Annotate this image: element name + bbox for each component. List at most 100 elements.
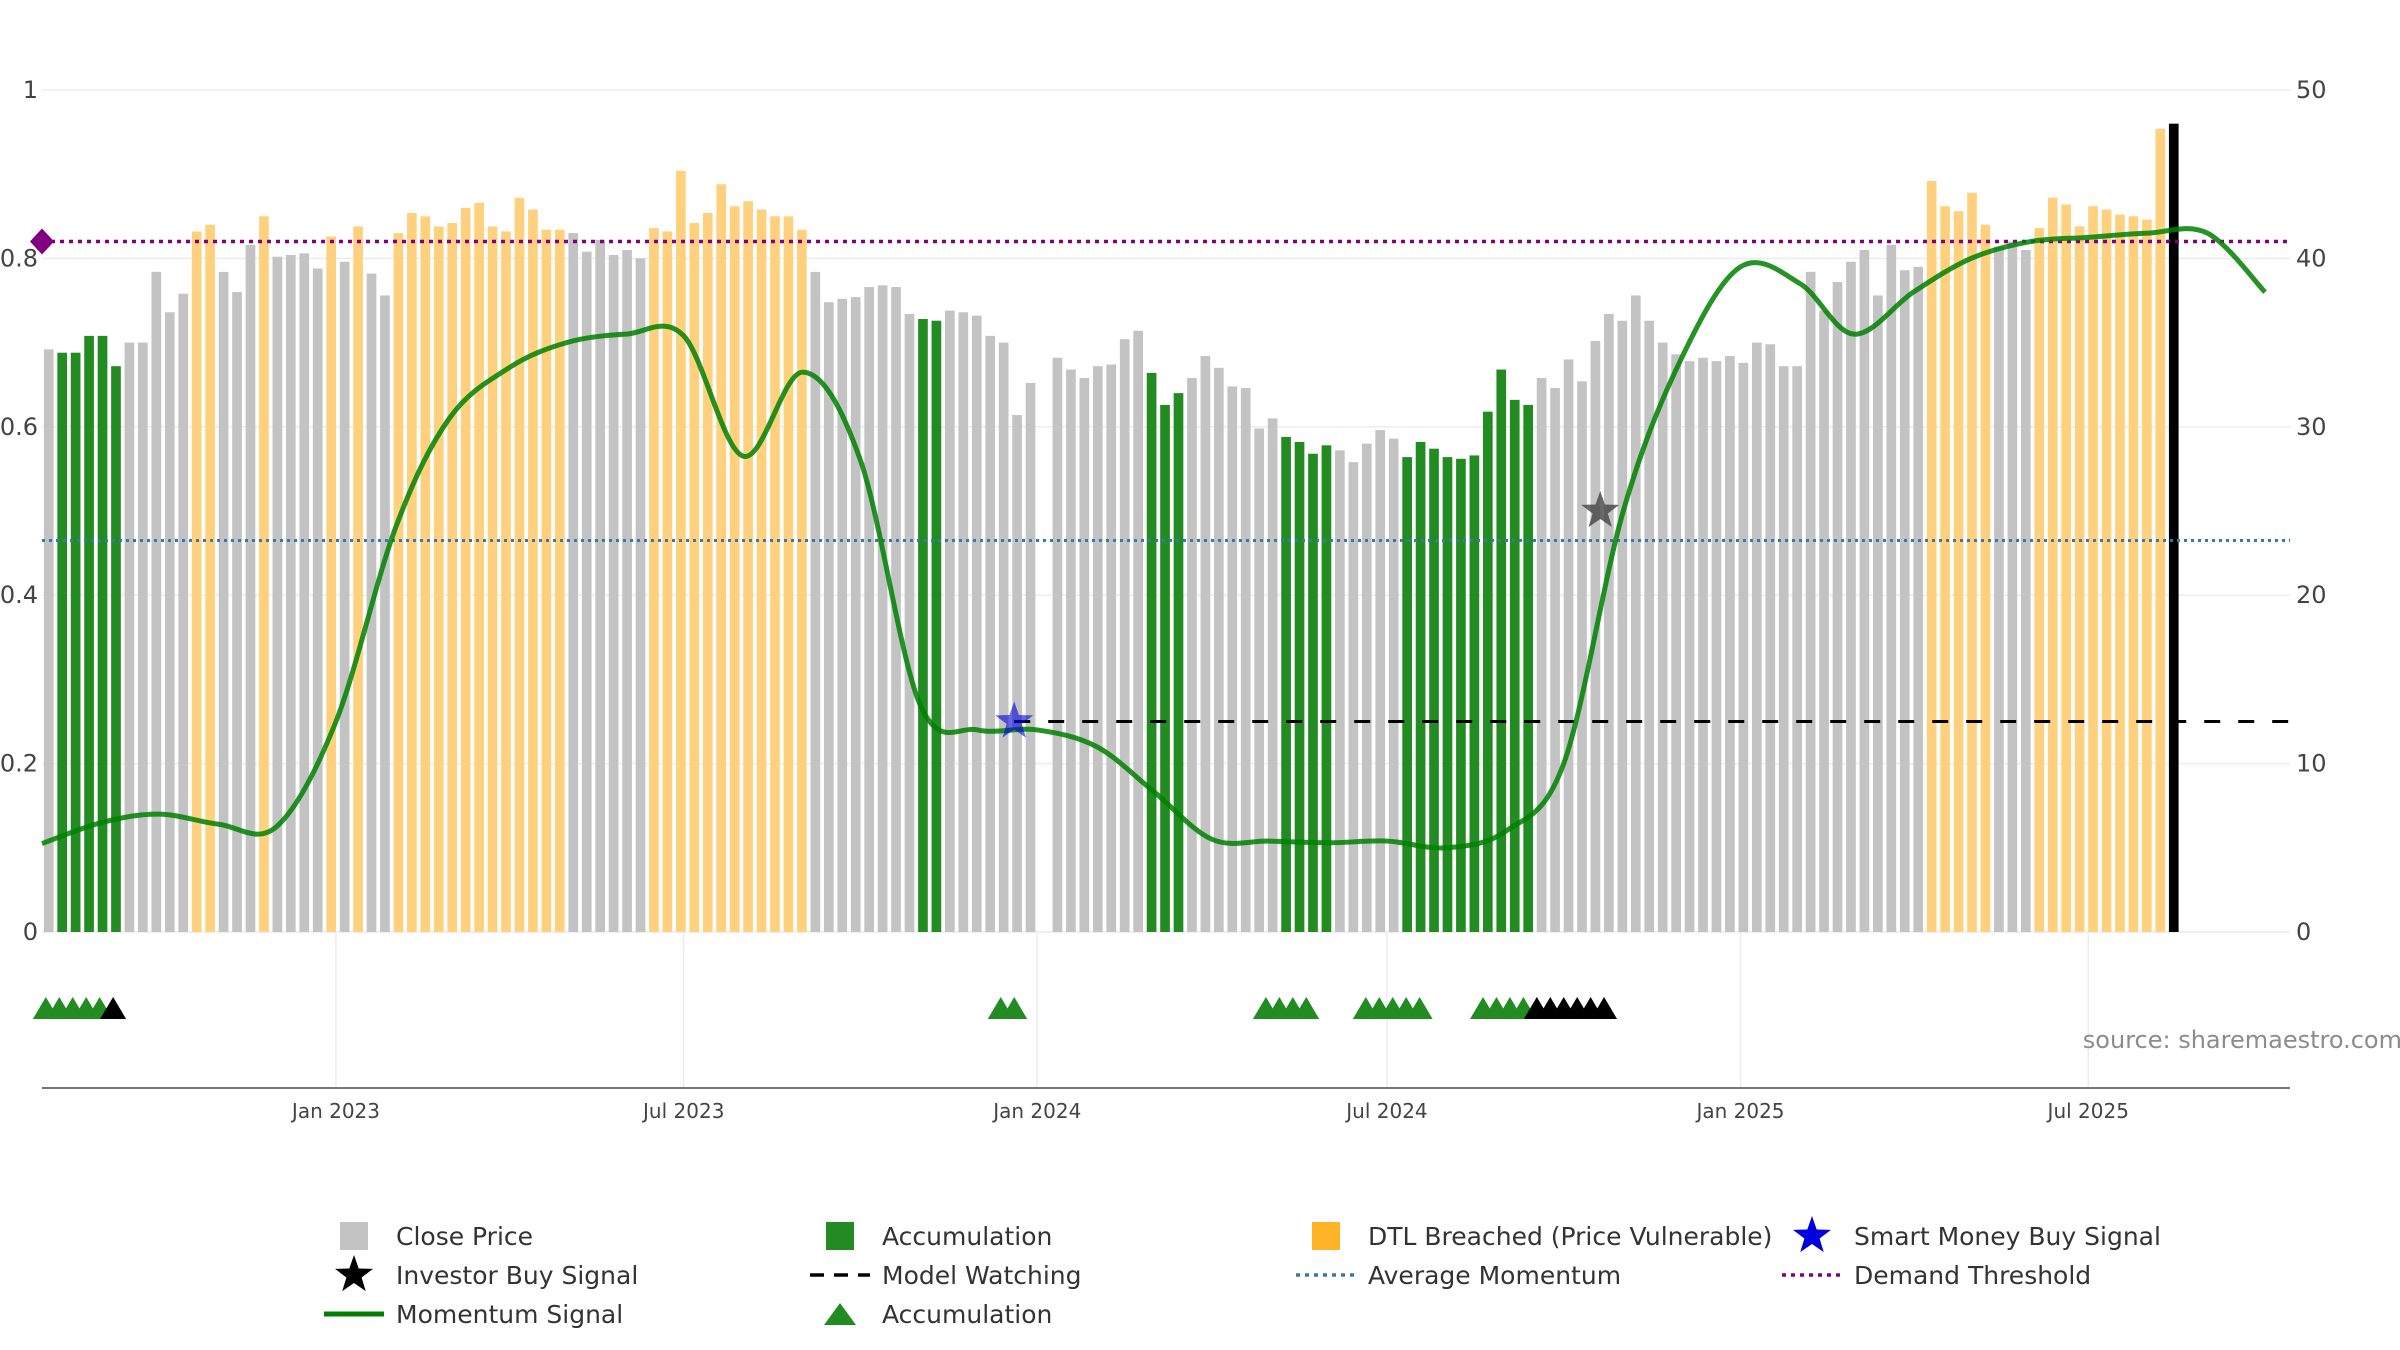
legend: Close Price Accumulation DTL Breached (Pri… bbox=[324, 1216, 2161, 1329]
close-price-bar bbox=[1617, 320, 1628, 932]
accumulation-bar bbox=[1469, 455, 1480, 932]
close-price-bar bbox=[810, 271, 821, 932]
close-price-bar bbox=[1092, 366, 1103, 932]
y-left-tick-label: 0.6 bbox=[0, 413, 38, 441]
close-price-bar bbox=[1725, 356, 1735, 932]
x-tick-label: Jul 2023 bbox=[641, 1099, 724, 1123]
close-price-bar bbox=[1361, 443, 1372, 932]
close-price-bar bbox=[1994, 246, 2004, 932]
y-right-tick-label: 10 bbox=[2296, 750, 2327, 778]
accumulation-bar bbox=[1415, 441, 1426, 932]
close-price-bar bbox=[1886, 244, 1897, 933]
accumulation-bar bbox=[1321, 445, 1332, 932]
dtl-breached-bar bbox=[743, 201, 753, 933]
y-right-tick-label: 20 bbox=[2296, 581, 2327, 609]
close-price-bar bbox=[151, 271, 162, 932]
accumulation-bar bbox=[70, 352, 81, 933]
close-price-bar bbox=[1671, 354, 1681, 932]
close-price-bar bbox=[232, 292, 242, 933]
dtl-breached-bar bbox=[2142, 219, 2152, 933]
accumulation-bar bbox=[1294, 441, 1305, 932]
legend-symbol-square bbox=[340, 1222, 368, 1250]
dtl-breached-bar bbox=[541, 229, 552, 933]
dtl-breached-bar bbox=[2047, 197, 2058, 932]
close-price-bar bbox=[904, 313, 915, 932]
y-right-tick-label: 50 bbox=[2296, 76, 2327, 104]
close-price-bar bbox=[1899, 270, 1910, 932]
close-price-bar bbox=[43, 349, 54, 932]
close-price-bar bbox=[1577, 381, 1587, 932]
legend-label: Demand Threshold bbox=[1854, 1261, 2091, 1290]
close-price-bar bbox=[1778, 366, 1789, 932]
dtl-breached-bar bbox=[407, 212, 417, 932]
accumulation-bar bbox=[1429, 448, 1439, 932]
accumulation-bar bbox=[1402, 457, 1412, 932]
close-price-bar bbox=[1187, 377, 1197, 932]
close-price-bar bbox=[124, 342, 135, 933]
close-price-bar bbox=[1630, 295, 1641, 932]
accumulation-bar bbox=[1146, 372, 1157, 932]
dtl-breached-bar bbox=[716, 184, 727, 932]
dtl-breached-bar bbox=[326, 236, 337, 932]
close-price-bar bbox=[985, 335, 996, 932]
dtl-breached-bar bbox=[514, 197, 525, 932]
accumulation-marker-triangle bbox=[1001, 997, 1028, 1019]
close-price-bar bbox=[299, 253, 310, 932]
legend-label: Accumulation bbox=[882, 1222, 1052, 1251]
dtl-breached-bar bbox=[2115, 214, 2125, 933]
dtl-breached-bar bbox=[783, 216, 794, 933]
close-price-bar bbox=[1375, 430, 1386, 932]
accumulation-bar bbox=[1308, 453, 1318, 932]
close-price-bar bbox=[2007, 241, 2018, 932]
dtl-breached-bar bbox=[191, 231, 202, 932]
close-price-bar bbox=[2020, 249, 2031, 933]
dtl-breached-bar bbox=[353, 226, 363, 933]
close-price-bar bbox=[1254, 428, 1265, 932]
close-price-bar bbox=[622, 249, 632, 933]
accumulation-bar bbox=[84, 335, 94, 932]
close-price-bar bbox=[380, 295, 390, 932]
accumulation-bar bbox=[931, 320, 942, 932]
close-price-bar bbox=[1012, 415, 1022, 933]
dtl-breached-bar bbox=[447, 223, 458, 932]
line-layer bbox=[30, 226, 2290, 851]
close-price-bar bbox=[1267, 418, 1278, 932]
dtl-breached-bar bbox=[702, 212, 713, 932]
dtl-breached-bar bbox=[393, 233, 404, 932]
close-price-bar bbox=[138, 342, 148, 933]
legend-label: Investor Buy Signal bbox=[396, 1261, 638, 1290]
dtl-breached-bar bbox=[528, 209, 538, 933]
close-price-bar bbox=[1765, 344, 1776, 932]
close-price-bar bbox=[635, 258, 646, 932]
dtl-breached-bar bbox=[649, 228, 659, 932]
dtl-breached-bar bbox=[756, 209, 767, 933]
close-price-bar bbox=[1873, 295, 1883, 932]
dtl-breached-bar bbox=[1926, 180, 1937, 932]
dtl-breached-bar bbox=[474, 202, 484, 932]
close-price-bar bbox=[958, 312, 969, 933]
close-price-bar bbox=[1913, 266, 1924, 932]
legend-symbol-square bbox=[826, 1222, 854, 1250]
dtl-breached-bar bbox=[1940, 206, 1950, 933]
close-price-bar bbox=[581, 251, 592, 932]
accumulation-bar bbox=[918, 319, 928, 932]
dtl-breached-bar bbox=[554, 229, 565, 933]
close-price-bar bbox=[1025, 383, 1036, 932]
close-price-bar bbox=[245, 244, 256, 933]
close-price-bar bbox=[1066, 369, 1076, 932]
close-price-bar bbox=[864, 287, 874, 932]
momentum-signal-line bbox=[41, 226, 2267, 851]
close-price-bar bbox=[1335, 450, 1345, 932]
close-price-bar bbox=[1819, 310, 1829, 932]
close-price-bar bbox=[178, 293, 189, 932]
bar-layer bbox=[43, 123, 2179, 933]
legend-symbol-star bbox=[1792, 1216, 1832, 1253]
legend-label: Momentum Signal bbox=[396, 1300, 623, 1329]
close-price-bar bbox=[1227, 386, 1238, 932]
close-price-bar bbox=[1388, 438, 1399, 932]
close-price-bar bbox=[1133, 330, 1143, 932]
legend-label: DTL Breached (Price Vulnerable) bbox=[1368, 1222, 1772, 1251]
x-tick-label: Jan 2023 bbox=[290, 1099, 380, 1123]
close-price-bar bbox=[1792, 366, 1803, 932]
